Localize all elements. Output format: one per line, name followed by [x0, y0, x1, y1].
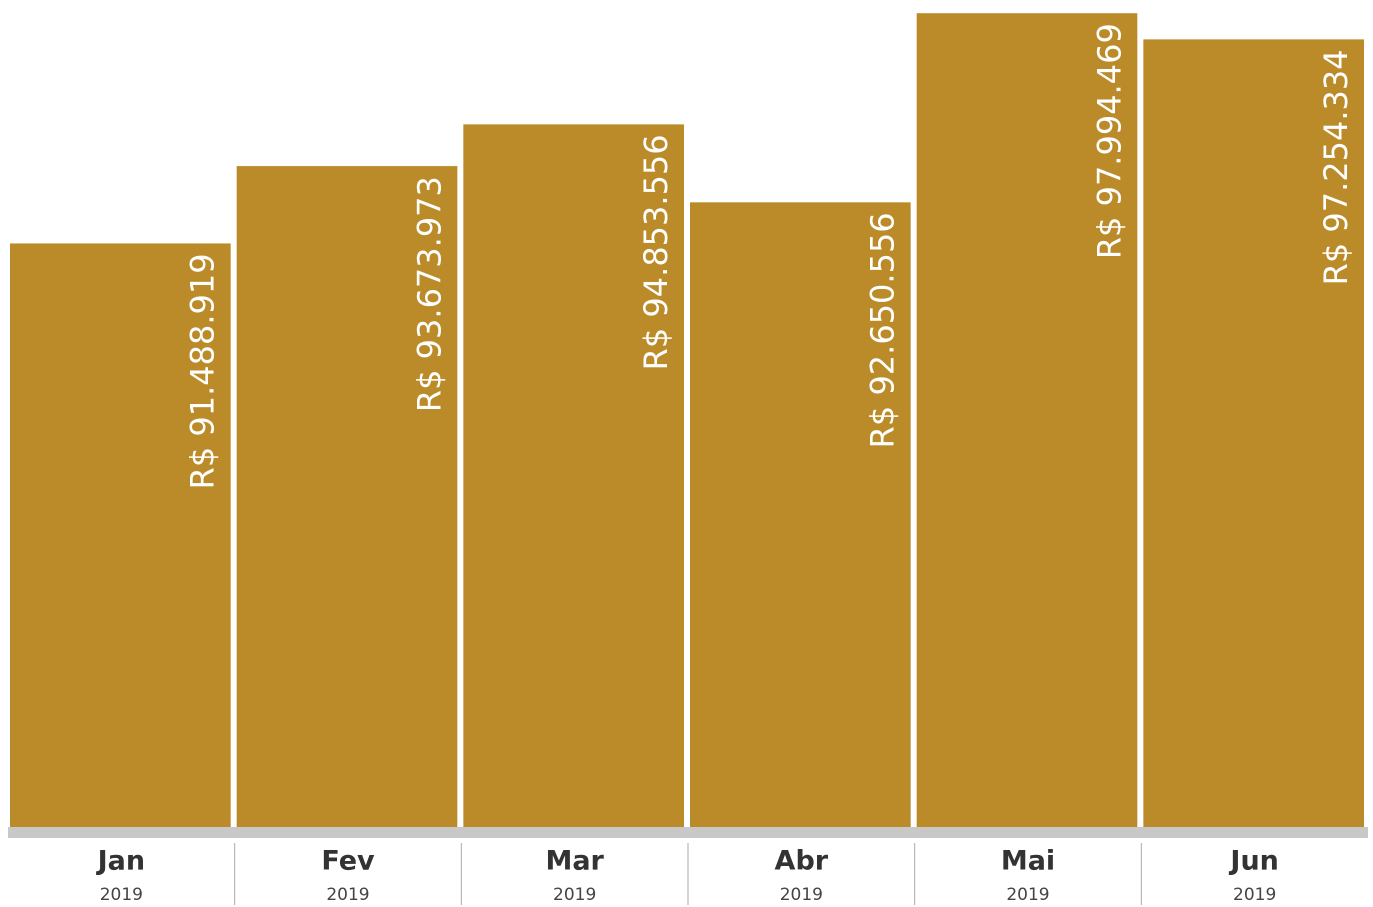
- x-tick-year: 2019: [326, 885, 369, 905]
- x-tick-year: 2019: [780, 885, 823, 905]
- bar: [690, 202, 911, 828]
- x-tick-label: Mar: [545, 846, 604, 877]
- x-tick-label: Abr: [775, 846, 829, 877]
- x-tick-year: 2019: [1233, 885, 1276, 905]
- value-label: R$ 97.254.334: [1317, 49, 1355, 285]
- x-tick-label: Fev: [321, 846, 375, 877]
- value-label: R$ 93.673.973: [410, 176, 448, 412]
- bar: [463, 124, 684, 828]
- x-tick-label: Mai: [1001, 846, 1055, 877]
- bar: [1143, 39, 1364, 828]
- x-tick-year: 2019: [553, 885, 596, 905]
- x-tick-year: 2019: [100, 885, 143, 905]
- bar: [10, 243, 231, 827]
- value-label: R$ 97.994.469: [1090, 23, 1128, 259]
- value-label: R$ 92.650.556: [864, 212, 902, 448]
- x-tick-label: Jun: [1228, 846, 1279, 877]
- x-tick-label: Jan: [96, 846, 146, 877]
- value-label: R$ 91.488.919: [184, 253, 222, 489]
- value-label: R$ 94.853.556: [637, 134, 675, 370]
- x-tick-year: 2019: [1006, 885, 1049, 905]
- bar: [916, 13, 1138, 828]
- axis-baseline: [8, 827, 1368, 838]
- bar: [236, 166, 458, 827]
